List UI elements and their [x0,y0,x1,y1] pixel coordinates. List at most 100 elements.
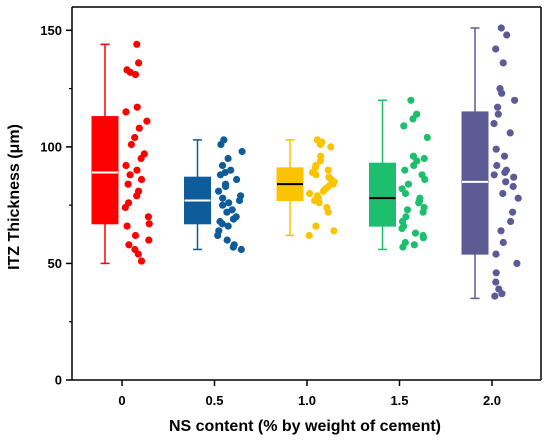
data-point [399,243,407,251]
data-point [217,140,225,149]
data-point [225,199,233,207]
data-point [400,122,408,130]
data-point [403,206,412,214]
data-point [306,189,314,198]
data-point [324,166,332,174]
data-point [494,110,502,118]
data-point [135,124,143,132]
data-point [122,161,130,170]
x-axis-label: NS content (% by weight of cement) [169,418,441,435]
data-point [407,96,415,104]
data-point [133,40,141,48]
data-point [493,161,501,170]
data-point [490,171,498,179]
data-point [419,208,427,216]
data-point [507,217,515,226]
data-point [312,171,320,179]
data-point [503,31,511,39]
data-point [410,241,418,249]
data-point [401,189,410,198]
y-tick-label: 50 [48,256,62,271]
data-point [137,257,146,265]
data-point [224,222,232,230]
data-point [499,189,507,198]
data-point [219,201,227,209]
data-point [491,292,499,300]
data-point [315,199,323,207]
data-point [227,166,235,174]
data-point [499,238,507,247]
data-point [133,192,141,200]
plot-area: 0 50 100 150 0 0.5 1.0 1.5 2.0 [40,6,542,408]
data-point [497,24,505,32]
data-point [219,194,227,202]
data-point [137,154,145,163]
data-point [498,89,506,97]
y-tick-label: 150 [40,23,62,38]
data-point [497,227,505,235]
data-point [330,227,338,235]
data-point [415,199,423,207]
data-point [492,145,500,153]
data-point [492,45,500,53]
data-point [214,231,222,240]
data-point [223,208,231,216]
data-point [419,234,427,242]
data-point [500,152,509,160]
x-tick-label: 1.0 [298,393,316,408]
data-point [215,187,223,195]
data-point [216,171,225,179]
data-point [316,157,324,165]
data-point [423,133,431,142]
data-point [327,143,335,151]
data-point [143,117,151,125]
data-point [421,175,429,184]
data-point [398,224,406,233]
data-point [238,147,246,156]
data-point [137,175,146,184]
data-point [222,182,230,191]
data-point [514,194,522,202]
x-tick-label: 1.5 [390,393,408,408]
data-point [409,115,417,123]
box [369,162,396,227]
box [461,111,489,255]
data-point [420,154,428,163]
data-point [223,236,231,244]
box [91,116,119,225]
data-point [499,59,507,67]
data-point [125,241,133,249]
data-point [316,140,324,149]
data-point [127,140,135,149]
data-point [401,166,409,174]
data-point [133,103,141,111]
y-axis-label: ITZ Thickness (μm) [6,124,23,270]
data-point [224,154,232,163]
data-point [494,103,502,111]
data-point [235,196,244,205]
data-point [121,203,129,212]
data-point [510,173,518,181]
data-point [131,231,140,240]
data-point [122,108,130,116]
data-point [404,180,412,188]
data-point [508,208,517,216]
data-point [233,175,241,184]
data-point [490,120,498,128]
data-point [510,96,519,104]
data-point [305,231,313,240]
data-point [492,278,500,286]
data-point [492,269,500,277]
data-point [312,222,320,230]
y-tick-label: 100 [40,139,62,154]
data-point [229,243,237,251]
data-point [502,178,510,186]
data-point [319,187,327,195]
data-point [144,213,152,221]
data-point [324,208,332,216]
data-point [123,222,131,230]
data-point [237,245,245,254]
data-point [229,215,238,223]
data-point [411,229,420,237]
